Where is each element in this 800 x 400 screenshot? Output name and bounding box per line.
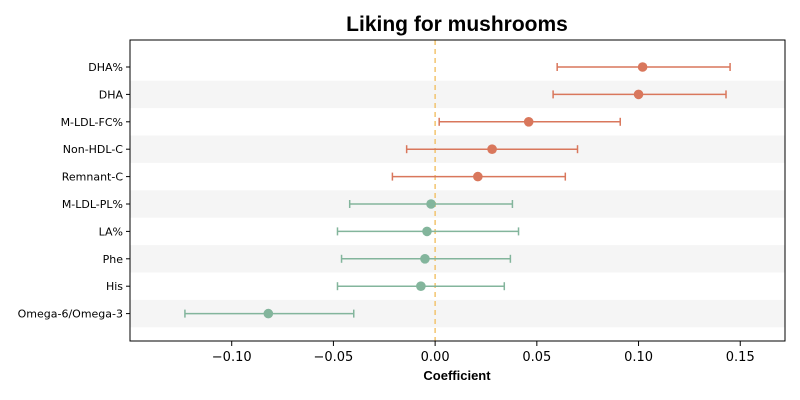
forest-row (184, 308, 355, 319)
y-tick-label: M-LDL-PL% (62, 198, 123, 211)
estimate-point (473, 171, 483, 182)
x-tick-label: 0.05 (522, 350, 551, 365)
estimate-point (633, 89, 644, 100)
estimate-point (416, 281, 426, 292)
estimate-point (263, 308, 274, 319)
x-tick-label: 0.15 (726, 350, 755, 365)
y-tick-labels: DHA% DHA M-LDL-FC% Non-HDL-C Remnant-C M-LDL-… (18, 61, 130, 321)
estimate-point (487, 144, 497, 154)
forest-row (391, 171, 567, 182)
data-marks (184, 62, 731, 319)
y-tick-label: His (106, 280, 123, 293)
y-tick-label: Non-HDL-C (63, 143, 124, 156)
y-tick-label: Omega-6/Omega-3 (18, 308, 123, 321)
estimate-point (420, 253, 430, 264)
estimate-point (523, 117, 534, 127)
estimate-point (426, 199, 436, 209)
forest-row (405, 144, 579, 154)
forest-row (336, 281, 506, 292)
plot-frame (129, 39, 786, 342)
forest-row (438, 117, 621, 127)
forest-row (340, 253, 512, 264)
y-tick-label: Phe (103, 253, 124, 266)
forest-row (556, 62, 731, 72)
forest-row (348, 199, 514, 209)
estimate-point (422, 226, 432, 237)
x-tick-label: 0.00 (421, 350, 450, 365)
x-tick-label: −0.05 (313, 350, 353, 365)
estimate-point (637, 62, 648, 72)
chart-title: Liking for mushrooms (346, 13, 568, 36)
x-tick-label: −0.10 (212, 350, 252, 365)
forest-row (552, 89, 727, 100)
x-axis-ticks: −0.10 −0.05 0.00 0.05 0.10 0.15 (212, 341, 755, 365)
x-tick-label: 0.10 (624, 350, 653, 365)
y-tick-label: DHA% (88, 61, 123, 74)
x-axis-label: Coefficient (423, 368, 491, 383)
y-tick-label: Remnant-C (62, 171, 124, 184)
forest-row (336, 226, 520, 237)
y-tick-label: M-LDL-FC% (61, 116, 123, 129)
y-tick-label: LA% (99, 225, 123, 238)
y-tick-label: DHA (99, 88, 124, 101)
